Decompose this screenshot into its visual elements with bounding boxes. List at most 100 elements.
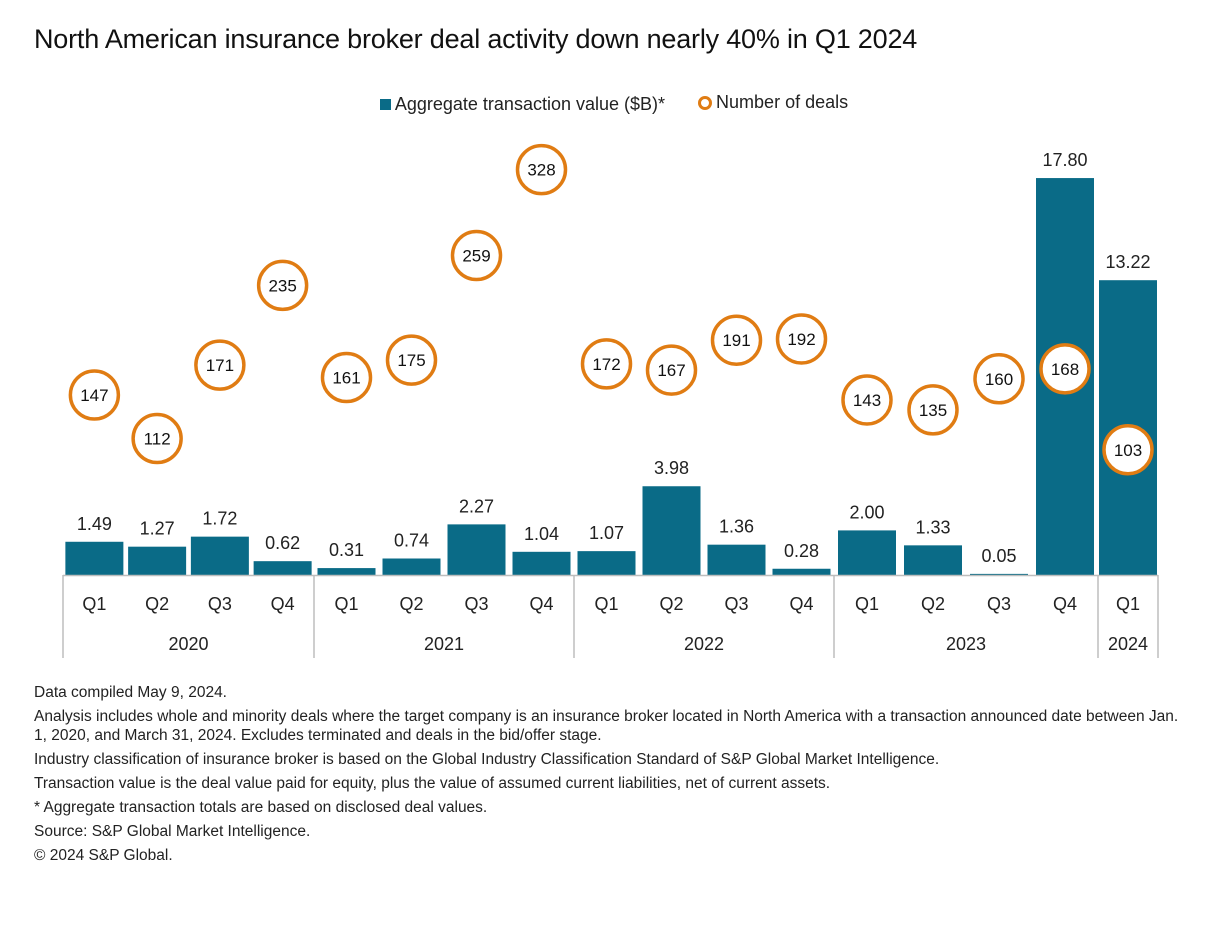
x-tick-label: Q3 — [464, 594, 488, 614]
deal-count-marker — [1102, 424, 1154, 476]
x-tick-label: Q4 — [789, 594, 813, 614]
deal-count-marker — [775, 313, 828, 365]
deal-count-label: 103 — [1114, 441, 1142, 460]
deal-count-marker — [973, 353, 1025, 405]
note-aggregate-totals: * Aggregate transaction totals are based… — [34, 799, 488, 816]
bar-value-label: 2.27 — [459, 496, 494, 516]
legend-item-transaction-value: Aggregate transaction value ($B)* — [379, 93, 666, 115]
legend: Aggregate transaction value ($B)* Number… — [0, 92, 1228, 115]
bar-transaction-value — [512, 551, 571, 575]
note-copyright: © 2024 S&P Global. — [34, 847, 173, 864]
bar-transaction-value — [772, 568, 831, 575]
note-date-compiled: Data compiled May 9, 2024. — [34, 684, 227, 701]
deal-count-marker — [131, 412, 183, 465]
deal-count-label: 147 — [80, 386, 108, 405]
bar-value-label: 1.72 — [202, 509, 237, 529]
deal-count-marker — [907, 384, 959, 436]
deal-count-marker — [194, 339, 246, 391]
deal-count-label: 328 — [527, 161, 555, 180]
deal-count-label: 235 — [268, 276, 296, 295]
deal-count-marker — [320, 351, 373, 404]
x-tick-label: Q2 — [659, 594, 683, 614]
deal-count-label: 161 — [332, 369, 360, 388]
bar-transaction-value — [382, 558, 441, 575]
note-source: Source: S&P Global Market Intelligence. — [34, 823, 311, 840]
deal-count-label: 160 — [985, 370, 1013, 389]
x-tick-label: Q3 — [987, 594, 1011, 614]
bar-value-label: 1.36 — [719, 517, 754, 537]
bar-value-label: 1.49 — [77, 514, 112, 534]
deal-count-label: 259 — [462, 247, 490, 266]
x-tick-label: Q1 — [82, 594, 106, 614]
bar-value-label: 0.74 — [394, 530, 429, 550]
bar-value-label: 3.98 — [654, 458, 689, 478]
chart-notes: Data compiled May 9, 2024. Analysis incl… — [34, 683, 1194, 870]
deal-count-label: 171 — [206, 356, 234, 375]
bar-transaction-value — [128, 546, 187, 575]
deal-count-marker — [385, 334, 438, 386]
legend-label-number-of-deals: Number of deals — [716, 92, 849, 112]
deal-count-label: 167 — [657, 361, 685, 380]
x-tick-label: Q1 — [594, 594, 618, 614]
bar-transaction-value — [253, 561, 312, 575]
bar-transaction-value — [190, 536, 249, 575]
deal-count-label: 172 — [592, 355, 620, 374]
x-group-label: 2021 — [424, 634, 464, 654]
bar-value-label: 0.28 — [784, 541, 819, 561]
note-transaction-value-definition: Transaction value is the deal value paid… — [34, 775, 831, 792]
x-tick-label: Q1 — [334, 594, 358, 614]
deal-count-label: 192 — [787, 330, 815, 349]
bar-transaction-value — [317, 568, 376, 575]
x-group-label: 2022 — [684, 634, 724, 654]
bar-value-label: 1.07 — [589, 523, 624, 543]
x-tick-label: Q1 — [855, 594, 879, 614]
x-tick-label: Q4 — [1053, 594, 1077, 614]
deal-count-label: 112 — [144, 430, 171, 449]
deal-count-label: 191 — [722, 331, 750, 350]
bar-transaction-value — [642, 486, 701, 575]
bar-value-label: 1.27 — [140, 519, 175, 539]
deal-count-label: 143 — [853, 391, 881, 410]
bar-transaction-value — [447, 524, 506, 575]
x-group-label: 2020 — [168, 634, 208, 654]
x-tick-label: Q3 — [208, 594, 232, 614]
bar-value-label: 2.00 — [849, 502, 884, 522]
deal-count-marker — [68, 369, 121, 421]
bar-value-label: 0.05 — [981, 546, 1016, 566]
deal-count-marker — [450, 229, 503, 282]
x-group-label: 2024 — [1108, 634, 1148, 654]
legend-circle-marker-icon — [698, 95, 713, 110]
deal-count-marker — [841, 374, 893, 426]
bar-transaction-value — [970, 573, 1028, 576]
bar-value-label: 0.62 — [265, 533, 300, 553]
x-tick-label: Q3 — [724, 594, 748, 614]
bar-value-label: 1.33 — [915, 517, 950, 537]
deal-count-marker — [515, 143, 568, 196]
x-group-label: 2023 — [946, 634, 986, 654]
chart-plot: 1.49 1.27 1.72 0.62 0.31 0.74 2.27 1.04 1.07 3.98… — [62, 143, 1159, 658]
chart-title: North American insurance broker deal act… — [34, 24, 918, 54]
legend-item-number-of-deals: Number of deals — [698, 92, 848, 113]
x-tick-label: Q1 — [1116, 594, 1140, 614]
x-tick-label: Q2 — [921, 594, 945, 614]
deal-count-marker — [1039, 343, 1091, 395]
bar-transaction-value — [838, 530, 896, 575]
bar-transaction-value — [65, 541, 124, 575]
deal-count-label: 175 — [397, 351, 425, 370]
deal-count-marker — [580, 338, 633, 390]
deal-count-marker — [710, 314, 763, 366]
legend-label-transaction-value: Aggregate transaction value ($B)* — [394, 93, 666, 114]
x-tick-label: Q2 — [145, 594, 169, 614]
bar-value-label: 1.04 — [524, 524, 559, 544]
bar-transaction-value — [577, 551, 636, 575]
bar-transaction-value — [707, 544, 766, 575]
bar-value-label: 0.31 — [329, 540, 364, 560]
deal-count-marker — [645, 344, 698, 396]
bar-value-label: 13.22 — [1105, 252, 1150, 272]
note-analysis-scope: Analysis includes whole and minority dea… — [34, 708, 1179, 744]
legend-square-marker-icon — [379, 98, 391, 110]
deal-count-marker — [256, 259, 309, 312]
x-tick-label: Q2 — [399, 594, 423, 614]
bar-value-label: 17.80 — [1042, 150, 1087, 170]
x-tick-label: Q4 — [271, 594, 295, 614]
